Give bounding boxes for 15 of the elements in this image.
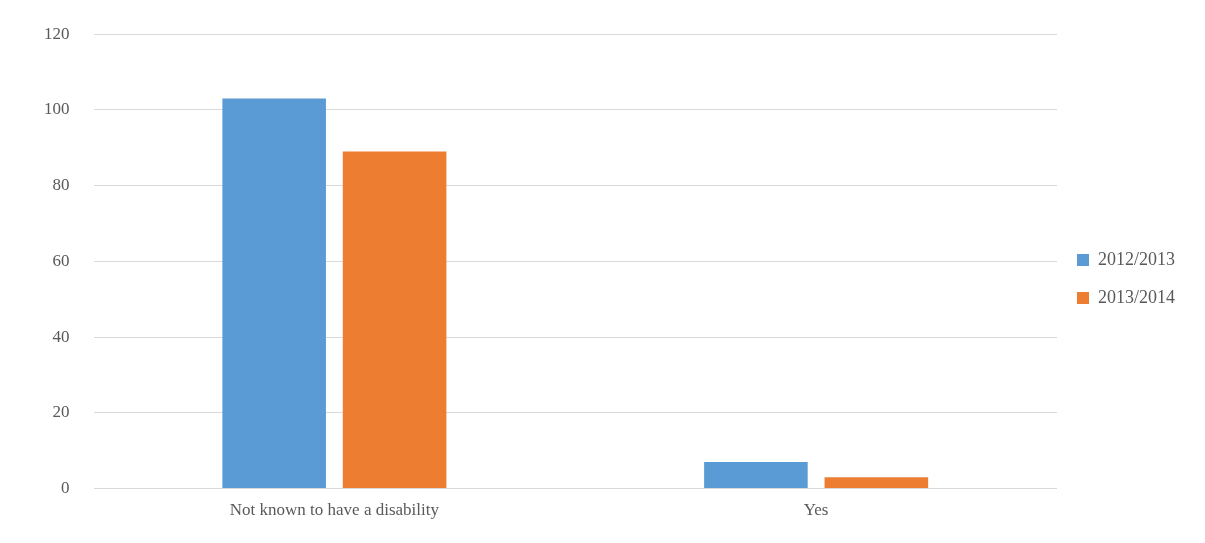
bar	[222, 98, 326, 489]
bar	[342, 151, 447, 489]
y-tick-label: 120	[44, 23, 70, 43]
bar	[704, 462, 808, 489]
x-tick-label: Not known to have a disability	[229, 500, 440, 520]
y-tick-label: 80	[52, 175, 70, 195]
y-tick-label: 0	[61, 478, 70, 498]
legend-label: 2013/2014	[1098, 286, 1176, 307]
bar	[824, 477, 929, 489]
y-tick-label: 100	[44, 99, 70, 119]
y-tick-label: 20	[52, 402, 70, 422]
y-tick-label: 40	[52, 326, 70, 346]
y-tick-label: 60	[52, 250, 70, 270]
x-tick-label: Yes	[803, 500, 829, 520]
legend-label: 2012/2013	[1098, 248, 1176, 269]
